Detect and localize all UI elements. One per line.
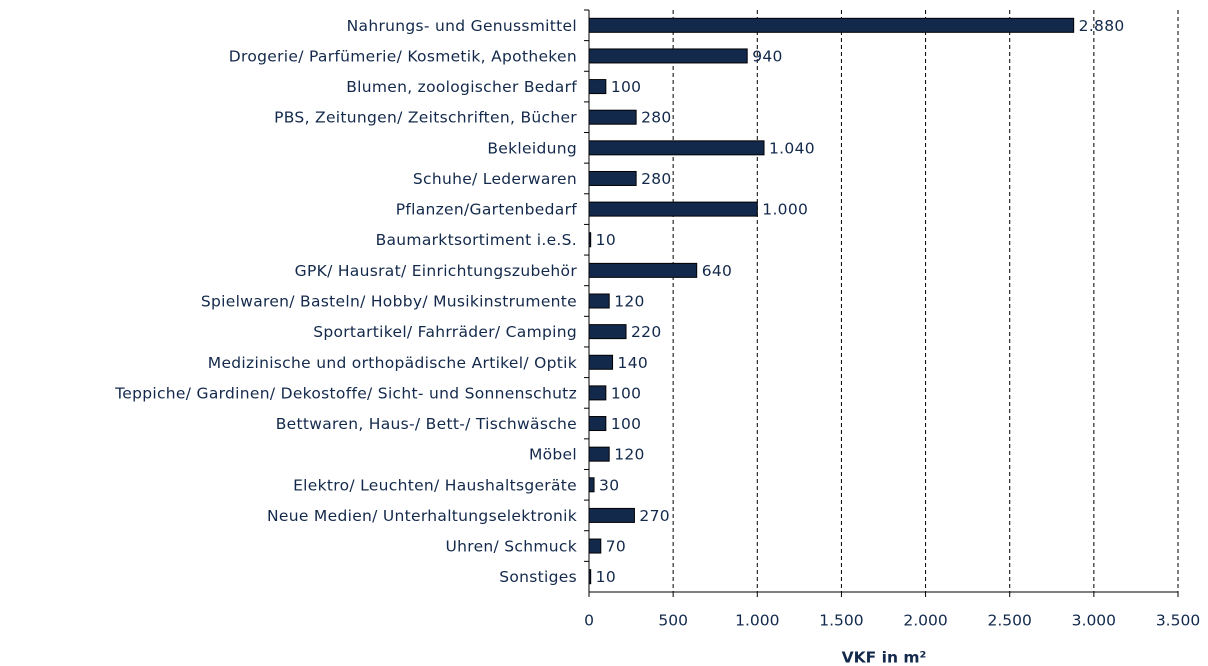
y-tick-label: Elektro/ Leuchten/ Haushaltsgeräte — [293, 476, 577, 494]
x-tick-label: 2.000 — [903, 612, 947, 630]
bar — [588, 354, 614, 370]
bar — [588, 416, 607, 432]
y-tick-label: Sportartikel/ Fahrräder/ Camping — [313, 323, 577, 341]
y-tick-label: Sonstiges — [499, 568, 577, 586]
value-label: 270 — [639, 507, 670, 525]
value-label: 100 — [611, 78, 642, 96]
value-label: 1.000 — [762, 201, 808, 219]
value-label: 2.880 — [1079, 17, 1125, 35]
value-label: 120 — [614, 293, 645, 311]
value-label: 1.040 — [769, 139, 815, 157]
x-tick-label: 500 — [658, 612, 688, 630]
value-label: 280 — [641, 170, 672, 188]
bar — [588, 79, 607, 95]
bar — [588, 569, 592, 585]
bar — [588, 201, 758, 217]
y-tick-label: Uhren/ Schmuck — [445, 538, 577, 556]
value-label: 280 — [641, 109, 672, 127]
value-label: 940 — [752, 47, 783, 65]
x-tick-label: 1.500 — [819, 612, 863, 630]
y-tick-label: Nahrungs- und Genussmittel — [347, 17, 577, 35]
bar — [588, 140, 765, 156]
x-tick-label: 2.500 — [988, 612, 1032, 630]
value-label: 220 — [631, 323, 662, 341]
bar — [588, 446, 610, 462]
value-label: 640 — [702, 262, 733, 280]
value-label: 10 — [596, 568, 616, 586]
bar — [588, 170, 637, 186]
y-tick-label: Bettwaren, Haus-/ Bett-/ Tischwäsche — [276, 415, 577, 433]
bar — [588, 324, 627, 340]
value-label: 100 — [611, 415, 642, 433]
y-tick-label: Bekleidung — [487, 139, 577, 157]
bar — [588, 262, 698, 278]
bar — [588, 17, 1075, 33]
x-axis-title: VKF in m² — [842, 649, 927, 666]
x-tick-label: 0 — [584, 612, 594, 630]
value-label: 140 — [618, 354, 649, 372]
y-tick-label: Pflanzen/Gartenbedarf — [396, 201, 578, 219]
y-tick-label: Schuhe/ Lederwaren — [413, 170, 577, 188]
bar — [588, 48, 748, 64]
value-label: 10 — [596, 231, 616, 249]
bar — [588, 385, 607, 401]
y-tick-label: PBS, Zeitungen/ Zeitschriften, Bücher — [274, 109, 577, 127]
y-tick-label: Spielwaren/ Basteln/ Hobby/ Musikinstrum… — [201, 293, 577, 311]
x-tick-label: 3.000 — [1072, 612, 1116, 630]
bar — [588, 477, 595, 493]
y-tick-label: Blumen, zoologischer Bedarf — [346, 78, 577, 96]
bar — [588, 293, 610, 309]
y-tick-label: Baumarktsortiment i.e.S. — [376, 231, 577, 249]
bar — [588, 538, 602, 554]
y-tick-label: Drogerie/ Parfümerie/ Kosmetik, Apotheke… — [229, 47, 577, 65]
bar — [588, 507, 635, 523]
y-tick-label: Teppiche/ Gardinen/ Dekostoffe/ Sicht- u… — [114, 384, 577, 402]
x-tick-label: 1.000 — [735, 612, 779, 630]
y-tick-label: Medizinische und orthopädische Artikel/ … — [208, 354, 577, 372]
y-tick-label: Neue Medien/ Unterhaltungselektronik — [267, 507, 577, 525]
y-tick-label: GPK/ Hausrat/ Einrichtungszubehör — [295, 262, 578, 280]
bar — [588, 109, 637, 125]
y-tick-label: Möbel — [529, 446, 577, 464]
value-label: 100 — [611, 384, 642, 402]
x-tick-label: 3.500 — [1156, 612, 1200, 630]
value-label: 70 — [606, 538, 626, 556]
bar — [588, 232, 592, 248]
value-label: 30 — [599, 476, 619, 494]
value-label: 120 — [614, 446, 645, 464]
